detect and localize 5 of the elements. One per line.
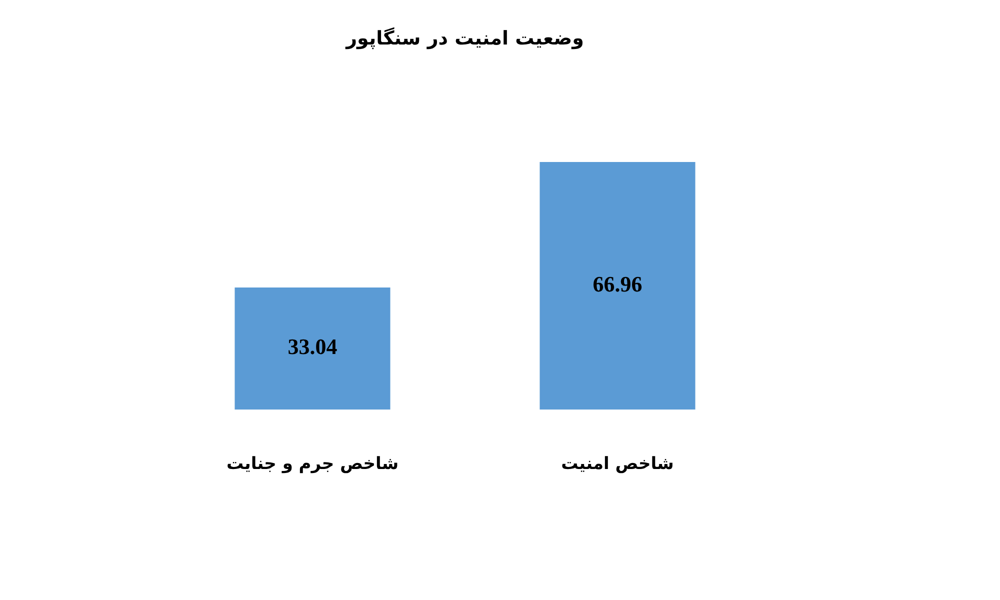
data-label: 33.04 — [288, 334, 338, 360]
x-tick-label: شاخص امنیت — [561, 454, 674, 474]
x-tick-label: شاخص جرم و جنایت — [226, 454, 399, 474]
chart-title: وضعیت امنیت در سنگاپور — [345, 26, 584, 50]
data-label: 66.96 — [592, 272, 642, 297]
